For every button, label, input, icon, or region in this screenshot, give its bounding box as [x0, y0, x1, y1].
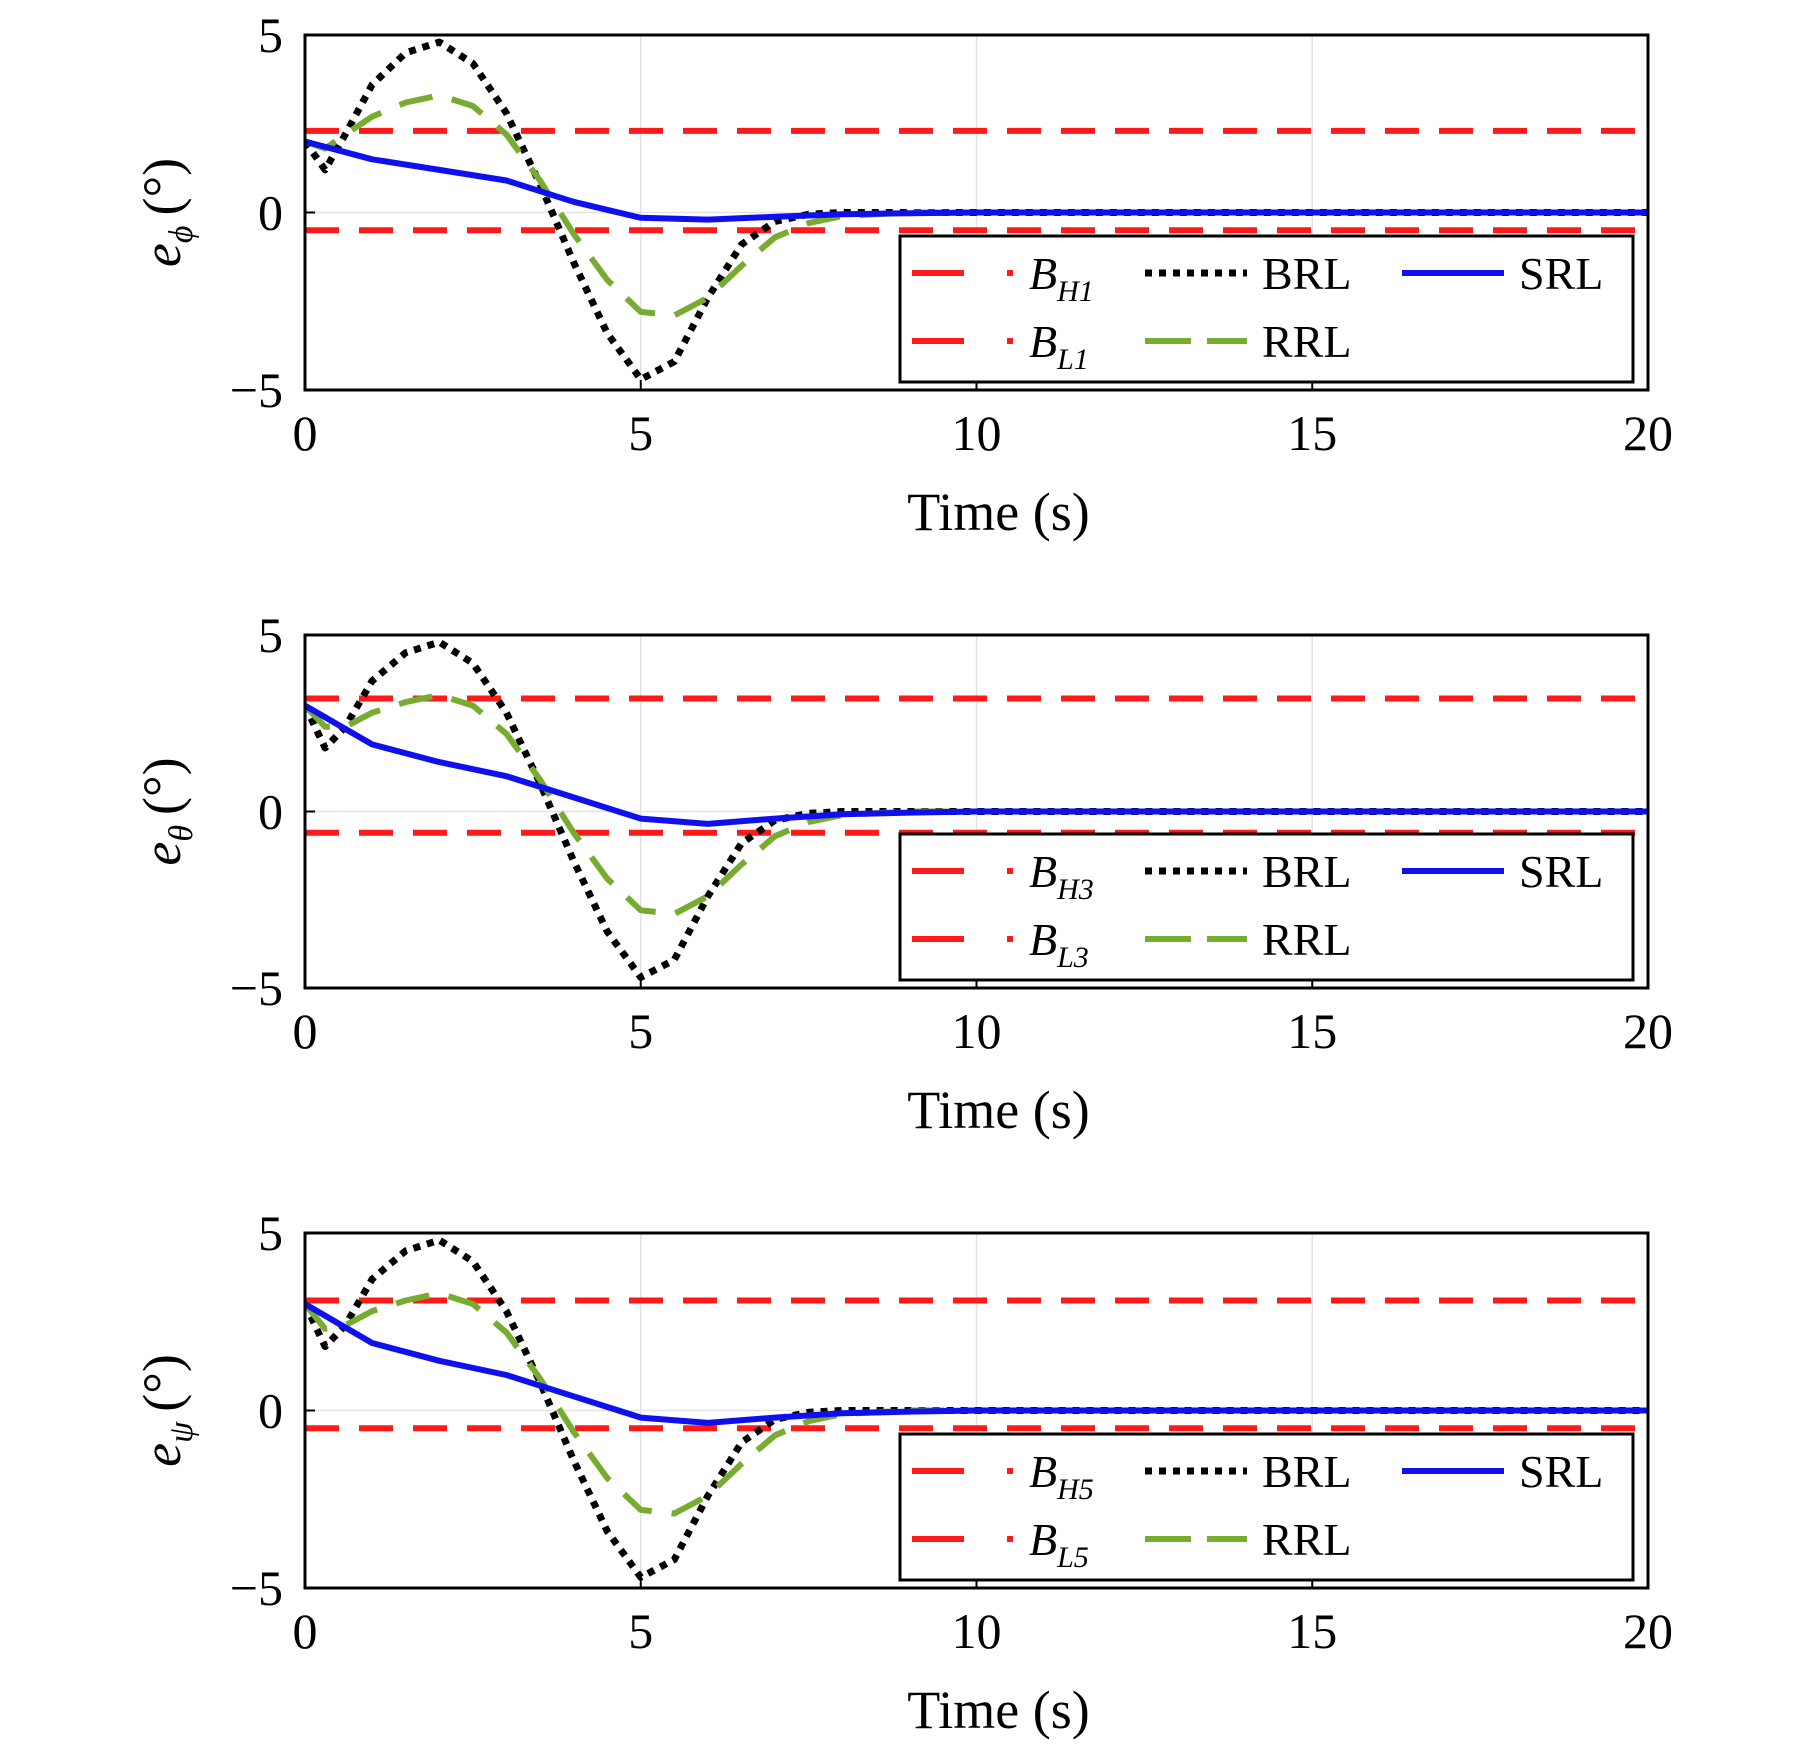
x-tick-label: 10	[952, 405, 1002, 461]
legend-label: RRL	[1262, 914, 1351, 965]
legend-label: SRL	[1519, 846, 1603, 897]
legend-label: BL3	[1029, 914, 1089, 974]
legend-label-main: B	[1029, 914, 1057, 965]
legend-label-sub: H5	[1056, 1473, 1094, 1506]
series-line-srl	[305, 1301, 1648, 1426]
x-tick-label: 15	[1287, 405, 1337, 461]
plot-area	[305, 1236, 1648, 1581]
legend-entry: RRL	[1145, 316, 1351, 367]
y-tick-label: 0	[258, 784, 283, 840]
legend-label: BH5	[1029, 1446, 1094, 1506]
legend-label: RRL	[1262, 316, 1351, 367]
x-tick-label: 0	[293, 405, 318, 461]
legend-label: BL5	[1029, 1514, 1089, 1574]
x-axis-label: Time (s)	[907, 482, 1090, 542]
legend-entry: RRL	[1145, 1514, 1351, 1565]
y-label-subscript: ψ	[163, 1421, 200, 1443]
x-tick-label: 20	[1623, 1003, 1673, 1059]
legend-label-sub: H1	[1056, 275, 1094, 308]
x-axis-label: Time (s)	[907, 1680, 1090, 1740]
legend-label: BH1	[1029, 248, 1094, 308]
series-line-brl	[305, 1236, 1648, 1581]
legend-entry: SRL	[1402, 248, 1603, 299]
legend-box	[898, 1432, 1635, 1582]
legend-label: BRL	[1262, 1446, 1351, 1497]
y-axis-label: eψ (°)	[132, 1354, 200, 1467]
x-tick-label: 5	[628, 1603, 653, 1659]
legend-label-main: B	[1029, 1514, 1057, 1565]
legend-label-sub: L3	[1056, 941, 1089, 974]
legend-label-sub: L5	[1056, 1541, 1089, 1574]
legend-label-sub: H3	[1056, 873, 1094, 906]
legend-entry: BRL	[1145, 846, 1351, 897]
legend-label-main: B	[1029, 248, 1057, 299]
legend-box	[898, 234, 1635, 384]
x-tick-label: 0	[293, 1603, 318, 1659]
legend-label: SRL	[1519, 1446, 1603, 1497]
legend-label: BRL	[1262, 846, 1351, 897]
x-tick-label: 20	[1623, 1603, 1673, 1659]
y-axis-label: eϕ (°)	[132, 158, 200, 267]
legend-entry: BH1	[912, 248, 1094, 308]
legend-entry: BH5	[912, 1446, 1094, 1506]
y-label-unit: (°)	[132, 1354, 192, 1412]
y-label-unit: (°)	[132, 757, 192, 815]
legend-entry: BH3	[912, 846, 1094, 906]
x-tick-label: 15	[1287, 1603, 1337, 1659]
x-tick-label: 10	[952, 1603, 1002, 1659]
legend-label-sub: L1	[1056, 343, 1089, 376]
y-tick-label: 5	[258, 7, 283, 63]
legend-entry: SRL	[1402, 1446, 1603, 1497]
legend-label: BL1	[1029, 316, 1089, 376]
legend-entry: RRL	[1145, 914, 1351, 965]
x-tick-label: 0	[293, 1003, 318, 1059]
series-line-brl	[305, 638, 1648, 981]
y-label-symbol: e	[132, 1443, 192, 1467]
y-label-subscript: θ	[163, 825, 200, 842]
y-tick-label: 5	[258, 1205, 283, 1261]
series-line-srl	[305, 703, 1648, 827]
x-tick-label: 20	[1623, 405, 1673, 461]
legend-label-main: B	[1029, 316, 1057, 367]
legend-entry: BL3	[912, 914, 1089, 974]
y-tick-label: 0	[258, 185, 283, 241]
y-tick-label: 5	[258, 607, 283, 663]
y-tick-label: 0	[258, 1383, 283, 1439]
y-label-symbol: e	[132, 243, 192, 267]
y-tick-label: −5	[230, 960, 283, 1016]
legend-entry: SRL	[1402, 846, 1603, 897]
legend-label: BRL	[1262, 248, 1351, 299]
plot-area	[305, 38, 1648, 383]
legend-entry: BL5	[912, 1514, 1089, 1574]
legend-entry: BRL	[1145, 1446, 1351, 1497]
legend-label-main: B	[1029, 1446, 1057, 1497]
legend-label: RRL	[1262, 1514, 1351, 1565]
legend-label: BH3	[1029, 846, 1094, 906]
x-tick-label: 10	[952, 1003, 1002, 1059]
y-axis-label: eθ (°)	[132, 757, 200, 865]
legend-entry: BL1	[912, 316, 1089, 376]
x-tick-label: 15	[1287, 1003, 1337, 1059]
x-axis-label: Time (s)	[907, 1080, 1090, 1140]
y-label-unit: (°)	[132, 158, 192, 216]
legend-entry: BRL	[1145, 248, 1351, 299]
series-line-srl	[305, 138, 1648, 223]
y-tick-label: −5	[230, 362, 283, 418]
legend-label-main: B	[1029, 846, 1057, 897]
y-label-symbol: e	[132, 842, 192, 866]
legend-label: SRL	[1519, 248, 1603, 299]
y-label-subscript: ϕ	[163, 225, 200, 243]
y-tick-label: −5	[230, 1560, 283, 1616]
x-tick-label: 5	[628, 1003, 653, 1059]
x-tick-label: 5	[628, 405, 653, 461]
legend-box	[898, 832, 1635, 982]
